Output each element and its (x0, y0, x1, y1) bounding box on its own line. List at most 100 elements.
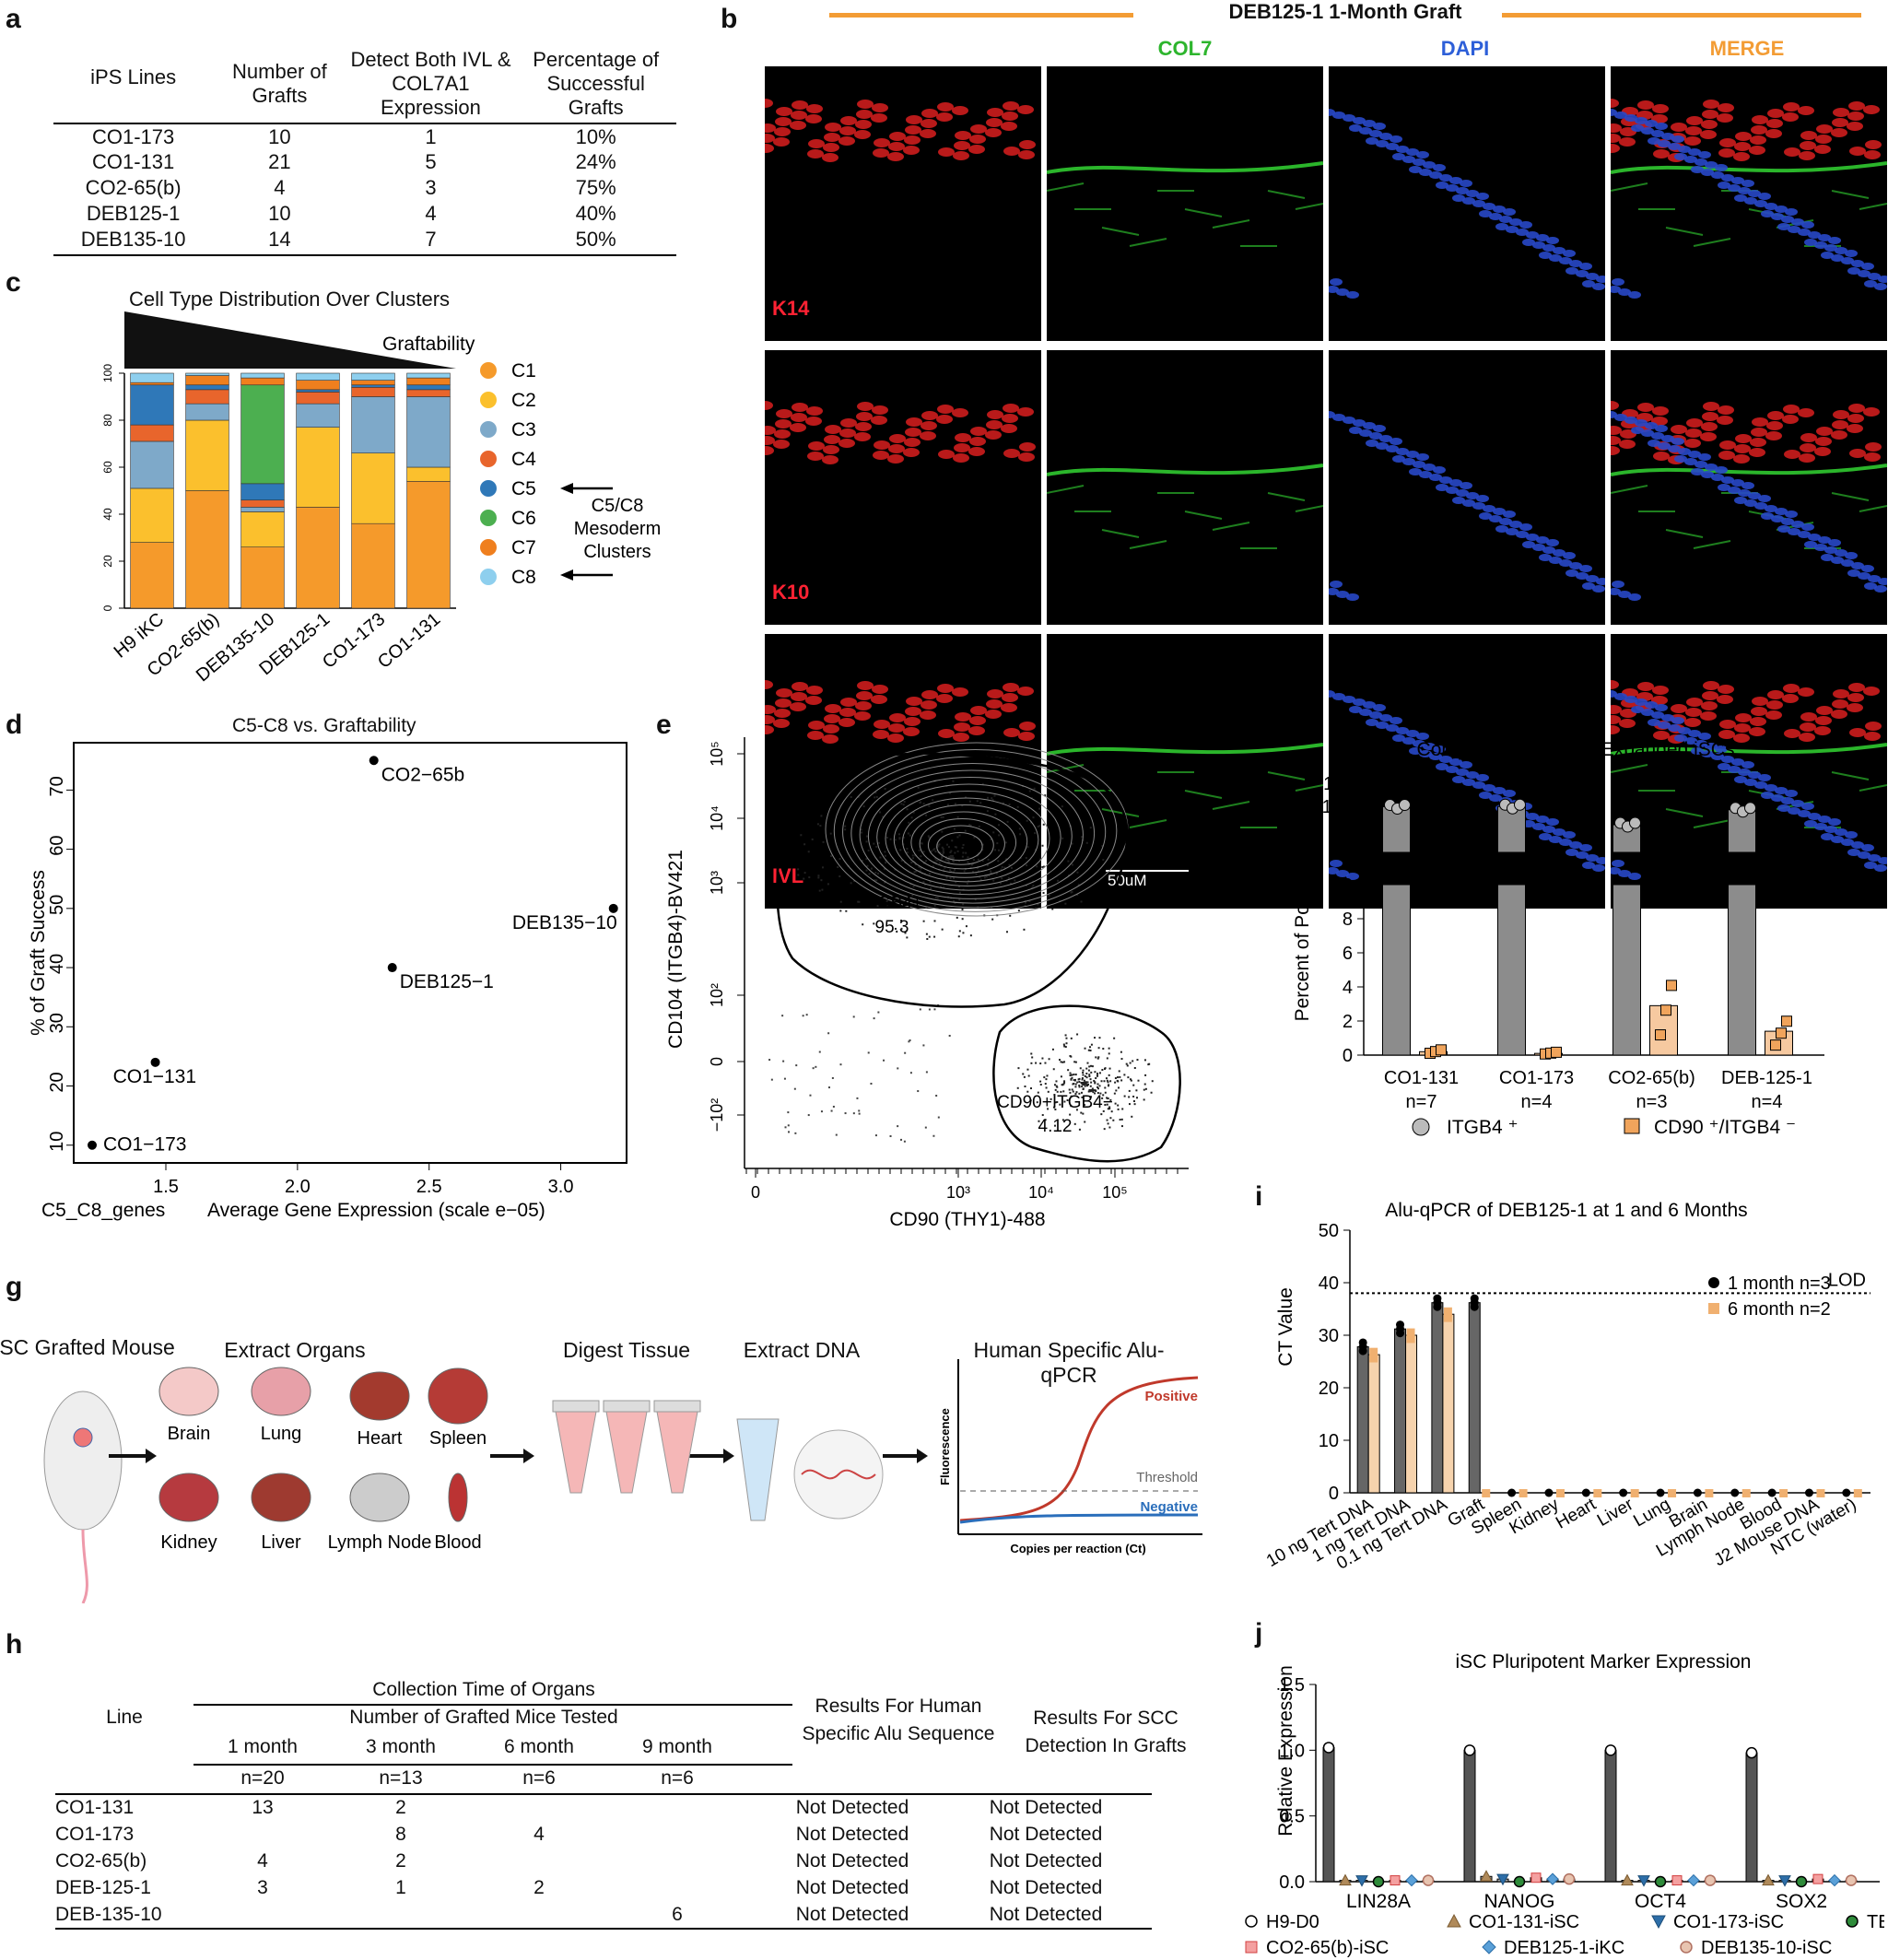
nucleus-mark (1376, 442, 1389, 450)
e-event (1076, 893, 1079, 896)
e-event (1018, 827, 1021, 830)
nucleus-mark (1476, 495, 1489, 502)
panel-f-chart: Composition ITGA6⁺ Expanded iSCs Percent… (1292, 739, 1824, 1138)
c-bar-C2 (130, 487, 174, 543)
nucleus-mark (1546, 539, 1559, 546)
f-legend-label: CD90 ⁺/ITGB4 ⁻ (1654, 1117, 1796, 1138)
e-event (850, 882, 852, 885)
nucleus-mark (1754, 781, 1767, 789)
h-cell: 3 (257, 1877, 268, 1898)
nucleus-mark (1821, 554, 1834, 561)
e-event (1144, 1074, 1147, 1076)
nucleus-mark (1332, 414, 1345, 421)
nucleus-mark (1466, 771, 1479, 779)
keratinocyte-mark (920, 710, 936, 720)
nucleus-mark (1522, 239, 1535, 246)
nucleus-mark (1419, 750, 1432, 757)
e-event (1064, 1034, 1067, 1037)
e-event (915, 870, 918, 873)
e-event (879, 811, 882, 814)
e-event (948, 862, 951, 864)
e-event (1130, 1079, 1132, 1082)
e-event (1070, 1078, 1073, 1081)
keratinocyte-mark (905, 707, 921, 716)
e-event (958, 898, 961, 901)
e-event (920, 855, 922, 858)
keratinocyte-mark (1865, 442, 1882, 452)
keratinocyte-mark (1018, 452, 1035, 462)
e-event (1089, 1090, 1092, 1093)
keratinocyte-mark (855, 422, 872, 431)
i-point-1month (1470, 1294, 1479, 1303)
keratinocyte-mark (1798, 408, 1814, 417)
keratinocyte-mark (1718, 103, 1734, 112)
nucleus-mark (1628, 593, 1641, 601)
e-contour (867, 777, 1073, 896)
j-legend-label: DEB125-1-iKC (1504, 1938, 1624, 1958)
e-event (1067, 874, 1070, 876)
e-event (817, 874, 820, 877)
e-contour (936, 832, 983, 862)
e-event (1090, 1043, 1093, 1046)
i-point-6month (1519, 1489, 1528, 1497)
keratinocyte-mark (889, 434, 906, 443)
nucleus-mark (1366, 440, 1378, 447)
keratinocyte-mark (773, 719, 790, 728)
e-event (868, 873, 871, 875)
nucleus-mark (1814, 823, 1827, 830)
keratinocyte-mark (1611, 705, 1622, 714)
e-event (906, 808, 909, 811)
organ-label: Spleen (429, 1428, 487, 1449)
e-event (925, 907, 928, 910)
nucleus-mark (1808, 813, 1821, 820)
h-sub-header: Number of Grafted Mice Tested (349, 1707, 618, 1728)
e-event (1118, 1070, 1120, 1073)
nucleus-mark (1416, 453, 1429, 461)
c-bar-C4 (406, 389, 451, 397)
nucleus-mark (1476, 193, 1489, 200)
e-event (928, 935, 931, 938)
nucleus-mark (1765, 505, 1777, 512)
nucleus-mark (1684, 458, 1697, 465)
nucleus-mark (1363, 701, 1376, 709)
e-event (932, 799, 934, 802)
e-event (939, 851, 942, 854)
e-event (1039, 1062, 1042, 1065)
keratinocyte-mark (1001, 703, 1017, 712)
c-y-tick-label: 60 (101, 461, 114, 474)
nucleus-mark (1392, 153, 1405, 160)
keratinocyte-mark (906, 115, 922, 124)
nucleus-mark (1406, 730, 1419, 737)
e-event (1053, 1124, 1056, 1127)
keratinocyte-mark (920, 431, 936, 440)
nucleus-mark (1489, 794, 1502, 802)
nucleus-mark (1788, 226, 1800, 233)
e-event (925, 814, 928, 816)
c-bar-C1 (240, 546, 285, 609)
e-event (1076, 871, 1079, 874)
nucleus-mark (1563, 831, 1576, 839)
f-bar-itgb4-lower (1497, 884, 1526, 1056)
keratinocyte-mark (953, 733, 969, 742)
nucleus-mark (1791, 521, 1804, 528)
e-event (865, 840, 868, 843)
keratinocyte-mark (1637, 682, 1654, 691)
e-event (950, 857, 953, 860)
keratinocyte-mark (765, 123, 776, 133)
h-line-cell: DEB-125-1 (55, 1877, 151, 1898)
nucleus-mark (1715, 164, 1728, 171)
nucleus-mark (1674, 734, 1687, 742)
e-event (1101, 1069, 1104, 1072)
e-event (830, 854, 833, 857)
i-point-6month (1853, 1489, 1862, 1497)
table-row: CO1-173 10 1 10% (53, 123, 676, 149)
e-event (968, 824, 971, 827)
e-event (911, 894, 914, 897)
nucleus-mark (1396, 146, 1409, 153)
e-event (1133, 1103, 1136, 1106)
e-event (803, 877, 805, 880)
keratinocyte-mark (1864, 452, 1881, 462)
e-event (1060, 1061, 1062, 1063)
e-event (1037, 826, 1039, 828)
keratinocyte-mark (969, 437, 986, 446)
